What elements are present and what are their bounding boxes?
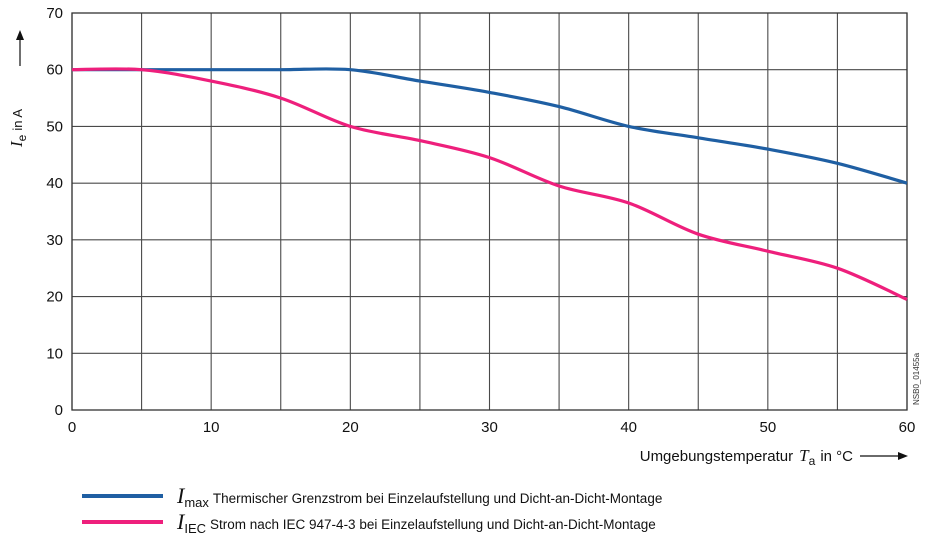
y-tick-label-70: 70 bbox=[46, 5, 63, 22]
svg-text:Iein A: Iein A bbox=[7, 109, 29, 148]
legend-item-iiec: IIEC Strom nach IEC 947-4-3 bei Einzelauf… bbox=[82, 509, 656, 536]
x-tick-label-50: 50 bbox=[759, 419, 776, 436]
y-tick-label-0: 0 bbox=[55, 402, 63, 419]
x-tick-label-40: 40 bbox=[620, 419, 637, 436]
y-axis-arrow-head bbox=[16, 30, 24, 40]
y-tick-label-20: 20 bbox=[46, 289, 63, 306]
legend-label-imax: Imax Thermischer Grenzstrom bei Einzelauf… bbox=[176, 483, 662, 510]
x-tick-label-30: 30 bbox=[481, 419, 498, 436]
y-tick-label-10: 10 bbox=[46, 345, 63, 362]
series-lines bbox=[71, 67, 908, 301]
y-tick-label-40: 40 bbox=[46, 175, 63, 192]
y-tick-label-60: 60 bbox=[46, 62, 63, 79]
series-line-imax bbox=[72, 67, 908, 185]
legend: Imax Thermischer Grenzstrom bei Einzelauf… bbox=[82, 483, 662, 536]
x-tick-label-20: 20 bbox=[342, 419, 359, 436]
x-tick-label-60: 60 bbox=[899, 419, 916, 436]
legend-label-iiec: IIEC Strom nach IEC 947-4-3 bei Einzelauf… bbox=[176, 509, 656, 536]
grid bbox=[71, 12, 908, 411]
x-axis-label: Umgebungstemperatur Ta in °C bbox=[640, 446, 853, 468]
x-axis-arrow-head bbox=[898, 452, 908, 460]
plot-border bbox=[71, 12, 908, 411]
y-tick-label-50: 50 bbox=[46, 118, 63, 135]
x-tick-label-0: 0 bbox=[68, 419, 76, 436]
y-axis-label: Iein A bbox=[7, 109, 29, 148]
x-tick-label-10: 10 bbox=[203, 419, 220, 436]
tick-labels: 0 10 20 30 40 50 60 0 10 20 30 40 50 60 70 bbox=[46, 5, 915, 436]
plot-frame bbox=[71, 12, 908, 411]
y-tick-label-30: 30 bbox=[46, 232, 63, 249]
legend-item-imax: Imax Thermischer Grenzstrom bei Einzelauf… bbox=[82, 483, 662, 510]
series-line-iiec bbox=[71, 67, 908, 301]
figure-code-label: NSB0_01455a bbox=[912, 352, 921, 405]
